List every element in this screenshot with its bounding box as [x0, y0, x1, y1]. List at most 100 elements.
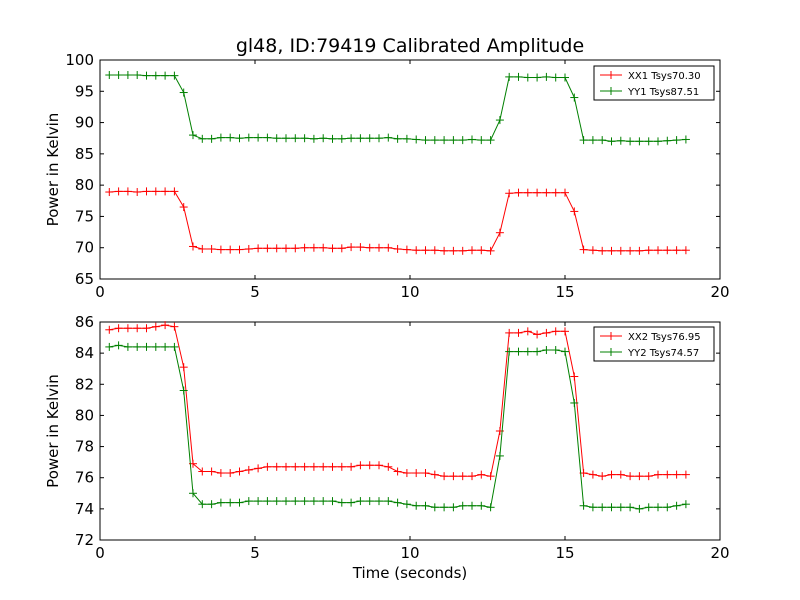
- data-point-marker: [579, 136, 588, 145]
- data-point-marker: [328, 497, 337, 506]
- y-tick-label: 80: [75, 406, 94, 424]
- data-point-marker: [468, 135, 476, 144]
- data-point-marker: [375, 497, 383, 506]
- data-point-marker: [663, 470, 672, 479]
- data-point-marker: [523, 327, 532, 336]
- data-point-marker: [161, 321, 170, 330]
- data-point-marker: [384, 497, 393, 506]
- data-point-marker: [291, 462, 300, 471]
- data-point-marker: [198, 500, 207, 509]
- data-point-marker: [654, 246, 662, 255]
- data-point-marker: [365, 497, 374, 506]
- data-point-marker: [375, 134, 383, 143]
- data-point-marker: [300, 462, 309, 471]
- data-point-marker: [254, 133, 263, 142]
- data-point-marker: [263, 497, 272, 506]
- data-point-marker: [365, 461, 374, 470]
- data-point-marker: [486, 472, 495, 481]
- data-point-marker: [161, 187, 170, 196]
- data-point-marker: [449, 246, 458, 255]
- data-point-marker: [561, 73, 569, 82]
- data-point-marker: [309, 497, 318, 506]
- data-point-marker: [254, 464, 263, 473]
- data-point-marker: [440, 472, 449, 481]
- data-point-marker: [635, 472, 644, 481]
- legend-item: YY1 Tsys87.51: [600, 87, 699, 98]
- data-point-marker: [244, 465, 253, 474]
- data-point-marker: [672, 136, 681, 145]
- data-point-marker: [551, 188, 560, 197]
- x-tick-label: 20: [710, 283, 729, 301]
- data-point-marker: [309, 134, 318, 143]
- data-point-marker: [449, 503, 458, 512]
- data-point-marker: [170, 187, 179, 196]
- data-point-marker: [468, 246, 476, 255]
- data-point-marker: [272, 462, 281, 471]
- data-point-marker: [681, 470, 690, 479]
- data-point-marker: [644, 472, 653, 481]
- data-point-marker: [430, 503, 439, 512]
- data-point-marker: [681, 246, 690, 255]
- data-point-marker: [263, 133, 272, 142]
- data-point-marker: [663, 136, 672, 145]
- data-point-marker: [337, 498, 346, 507]
- data-point-marker: [430, 470, 439, 479]
- data-point-marker: [207, 467, 216, 476]
- data-point-marker: [672, 246, 681, 255]
- data-point-marker: [151, 342, 160, 351]
- data-point-marker: [551, 327, 560, 336]
- data-point-marker: [505, 328, 514, 337]
- data-point-marker: [542, 188, 551, 197]
- data-point-marker: [347, 243, 356, 252]
- data-point-marker: [393, 134, 402, 143]
- data-point-marker: [142, 324, 151, 333]
- data-point-marker: [598, 246, 607, 255]
- data-point-marker: [235, 467, 244, 476]
- data-point-marker: [347, 134, 356, 143]
- data-point-marker: [672, 501, 681, 510]
- data-point-marker: [533, 330, 542, 339]
- y-tick-label: 84: [75, 344, 94, 362]
- data-point-marker: [505, 189, 514, 198]
- data-point-marker: [123, 187, 132, 196]
- x-tick-label: 0: [95, 544, 105, 562]
- y-axis-label: Power in Kelvin: [44, 374, 62, 488]
- data-point-marker: [598, 136, 607, 145]
- data-point-marker: [151, 187, 160, 196]
- bottom-panel: 0 5 10 15 20 72 74 76 78 80 82 84 86 Power in Kelvin T…: [44, 313, 730, 582]
- data-point-marker: [486, 246, 495, 255]
- data-point-marker: [402, 245, 411, 254]
- data-point-marker: [347, 498, 356, 507]
- y-tick-label: 95: [75, 82, 94, 100]
- data-point-marker: [319, 243, 328, 252]
- data-point-marker: [598, 503, 607, 512]
- data-point-marker: [421, 136, 430, 145]
- data-point-marker: [151, 322, 160, 331]
- data-point-marker: [561, 347, 569, 356]
- data-point-marker: [495, 451, 504, 460]
- data-point-marker: [421, 469, 430, 478]
- data-point-marker: [337, 462, 346, 471]
- data-point-marker: [430, 136, 439, 145]
- data-point-marker: [244, 133, 253, 142]
- data-point-marker: [282, 497, 290, 506]
- data-point-marker: [644, 246, 653, 255]
- x-axis-label: Time (seconds): [352, 564, 468, 582]
- data-point-marker: [635, 504, 644, 513]
- data-point-marker: [514, 347, 523, 356]
- data-point-marker: [607, 503, 616, 512]
- data-point-marker: [356, 497, 365, 506]
- data-point-marker: [561, 188, 569, 197]
- data-point-marker: [216, 245, 225, 254]
- data-point-marker: [654, 470, 662, 479]
- data-point-marker: [644, 137, 653, 146]
- data-point-marker: [356, 461, 365, 470]
- data-point-marker: [449, 472, 458, 481]
- data-point-marker: [551, 73, 560, 82]
- data-point-marker: [291, 134, 300, 143]
- data-point-marker: [505, 347, 514, 356]
- data-point-marker: [216, 469, 225, 478]
- data-point-marker: [114, 324, 123, 333]
- data-point-marker: [430, 246, 439, 255]
- legend: XX2 Tsys76.95 YY2 Tsys74.57: [593, 326, 715, 362]
